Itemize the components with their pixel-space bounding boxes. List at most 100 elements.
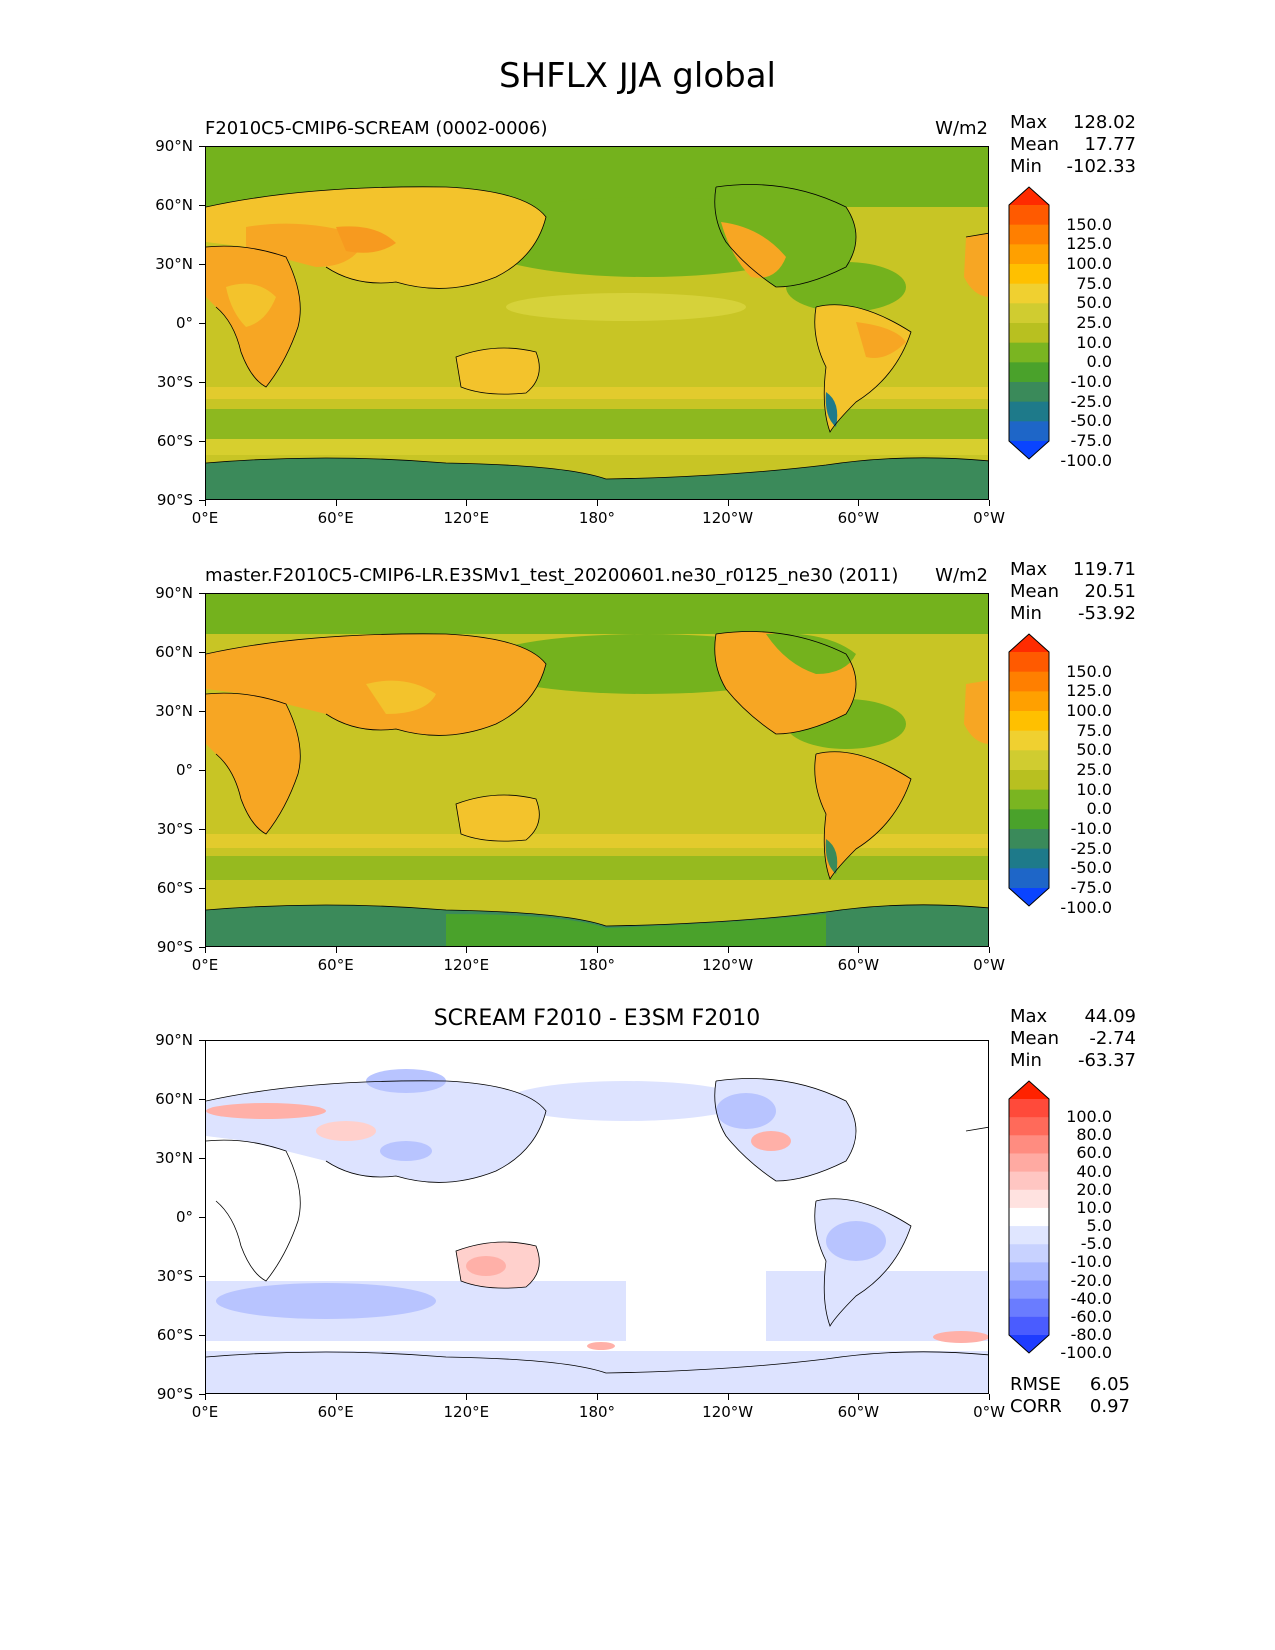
y-tick-label: 30°S [156, 820, 193, 838]
y-tick-mark [199, 441, 205, 442]
x-tick-label: 0°W [973, 509, 1005, 527]
colorbar-segment [1009, 1171, 1049, 1191]
colorbar-tick-label: 25.0 [1076, 760, 1112, 779]
stat-label: Min [1010, 156, 1042, 177]
panel-3-metrics: RMSE 6.05 CORR 0.97 [1010, 1374, 1130, 1418]
colorbar-tick-label: -100.0 [1060, 897, 1112, 917]
panel-3-title: SCREAM F2010 - E3SM F2010 [433, 1006, 761, 1031]
stat-label: Max [1010, 559, 1048, 580]
stat-label: Min [1010, 1050, 1042, 1071]
colorbar-outline [1008, 186, 1050, 460]
y-tick-label: 60°S [156, 879, 193, 897]
y-tick-label: 90°N [155, 137, 193, 155]
colorbar-tick-label: -25.0 [1070, 391, 1112, 411]
y-tick-mark [199, 500, 205, 501]
y-tick-label: 30°S [156, 373, 193, 391]
y-tick-label: 0° [175, 761, 193, 779]
colorbar-extend-min [1009, 1335, 1049, 1353]
x-tick-mark [989, 947, 990, 953]
colorbar-tick-label: 10.0 [1076, 332, 1112, 352]
panel-1-left-title: F2010C5-CMIP6-SCREAM (0002-0006) [205, 118, 548, 139]
y-tick-mark [199, 593, 205, 594]
x-tick-label: 60°W [837, 1403, 880, 1421]
colorbar-extend-min [1009, 441, 1049, 459]
x-tick-label: 120°W [702, 1403, 754, 1421]
panel-3-map [205, 1040, 989, 1394]
x-tick-label: 60°W [837, 956, 880, 974]
colorbar-segment [1009, 1117, 1049, 1136]
colorbar-tick-label: 125.0 [1066, 681, 1112, 701]
x-tick-label: 0°W [973, 1403, 1005, 1421]
panel-1-units: W/m2 [935, 118, 988, 139]
stat-label: Mean [1010, 1028, 1060, 1049]
colorbar-segment [1009, 1298, 1049, 1318]
colorbar-segment [1009, 1207, 1049, 1227]
y-tick-label: 0° [175, 1208, 193, 1226]
colorbar-segment [1009, 1099, 1049, 1118]
colorbar-segment [1009, 401, 1049, 422]
colorbar-tick-label: 25.0 [1076, 313, 1112, 332]
panel-1-colorbar: 150.0 125.0 100.0 75.0 50.0 25.0 10.0 0.0 -10.0-… [1008, 186, 1112, 468]
rmse-value: 6.05 [1089, 1374, 1130, 1395]
colorbar-tick-label: -100.0 [1060, 1343, 1112, 1363]
x-tick-label: 0°E [191, 509, 219, 527]
y-tick-mark [199, 1335, 205, 1336]
y-tick-mark [199, 947, 205, 948]
y-tick-label: 30°N [155, 255, 193, 273]
stat-mean: 20.51 [1084, 581, 1136, 602]
colorbar-tick-label: 150.0 [1066, 661, 1112, 681]
y-tick-label: 90°S [156, 1385, 193, 1403]
stat-label: Mean [1010, 581, 1060, 602]
colorbar-tick-label: -10.0 [1070, 819, 1112, 838]
x-tick-label: 60°E [317, 509, 354, 527]
y-tick-mark [199, 652, 205, 653]
colorbar-segment [1009, 264, 1049, 285]
panel-2-stats: Max 119.71 Mean 20.51 Min -53.92 [1010, 559, 1136, 625]
y-tick-label: 30°S [156, 1267, 193, 1285]
colorbar-tick-label: 100.0 [1066, 254, 1112, 273]
y-tick-mark [199, 323, 205, 324]
stat-max: 119.71 [1073, 559, 1136, 580]
colorbar-tick-label: -60.0 [1070, 1306, 1112, 1326]
colorbar-segment [1009, 283, 1049, 304]
x-tick-mark [466, 1394, 468, 1400]
colorbar-tick-label: -50.0 [1070, 858, 1112, 878]
x-tick-mark [858, 1394, 860, 1400]
y-tick-label: 90°N [155, 584, 193, 602]
x-tick-mark [597, 1394, 598, 1400]
y-tick-mark [199, 1276, 205, 1277]
x-tick-label: 120°E [443, 956, 490, 974]
colorbar-tick-label: 10.0 [1076, 779, 1112, 799]
colorbar-segment [1009, 421, 1049, 442]
corr-value: 0.97 [1089, 1396, 1130, 1417]
y-tick-mark [199, 1217, 205, 1218]
x-tick-label: 0°E [191, 956, 219, 974]
stat-label: Max [1010, 1006, 1048, 1027]
colorbar-tick-label: 125.0 [1066, 234, 1112, 254]
colorbar-tick-label: 10.0 [1076, 1197, 1112, 1217]
panel-2-left-title: master.F2010C5-CMIP6-LR.E3SMv1_test_2020… [205, 565, 899, 586]
x-tick-mark [858, 947, 860, 953]
stat-min: -63.37 [1077, 1050, 1136, 1071]
colorbar-tick-label: -50.0 [1070, 411, 1112, 431]
colorbar-tick-label: 150.0 [1066, 214, 1112, 234]
colorbar-segment [1009, 382, 1049, 403]
x-tick-mark [335, 947, 337, 953]
colorbar-tick-label: -75.0 [1070, 878, 1112, 897]
colorbar-tick-label: 75.0 [1076, 273, 1112, 293]
y-tick-mark [199, 205, 205, 206]
colorbar-tick-label: 50.0 [1076, 740, 1112, 760]
x-tick-mark [727, 947, 729, 953]
stat-max: 44.09 [1084, 1006, 1136, 1027]
colorbar-tick-label: 50.0 [1076, 293, 1112, 313]
y-tick-label: 30°N [155, 1149, 193, 1167]
colorbar-segment [1009, 770, 1049, 791]
stat-label: Min [1010, 603, 1042, 624]
colorbar-tick-label: 20.0 [1076, 1179, 1112, 1199]
y-tick-mark [199, 1394, 205, 1395]
colorbar-segment [1009, 1316, 1049, 1336]
x-tick-mark [727, 1394, 729, 1400]
y-tick-label: 60°N [155, 643, 193, 661]
panel-2-colorbar: 150.0 125.0 100.0 75.0 50.0 25.0 10.0 0.0 -10.0-… [1008, 633, 1112, 915]
x-tick-mark [205, 947, 206, 953]
